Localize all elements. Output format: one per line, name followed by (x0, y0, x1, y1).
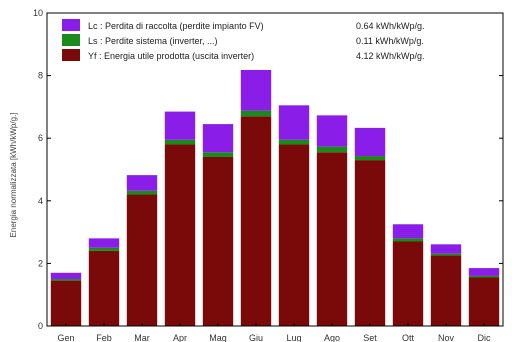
legend-summary: 0.11 kWh/kWp/g. (356, 36, 424, 46)
bar-feb-series-3 (88, 238, 120, 248)
x-tick-label: Mar (134, 333, 150, 342)
bar-mar-series-3 (126, 175, 158, 191)
axes: Gen Feb Mar Apr Mag Giu Lug Ago Set Ott Nov Dic 0 2 4 6… (33, 8, 504, 342)
bar-dic-series-3 (468, 268, 500, 276)
bar-lug-series-3 (278, 105, 310, 140)
bar-ago-series-3 (316, 115, 348, 147)
bar-gen-series-2 (50, 279, 82, 281)
y-tick-label: 8 (38, 71, 43, 81)
bar-ott-series-1 (392, 241, 424, 326)
bar-dic-series-2 (468, 275, 500, 278)
x-tick-label: Apr (173, 333, 187, 342)
y-tick-label: 0 (38, 321, 43, 331)
bar-apr-series-1 (164, 144, 196, 326)
x-tick-label: Ott (402, 333, 415, 342)
bar-ago-series-2 (316, 146, 348, 153)
x-tick-label: Giu (249, 333, 263, 342)
bar-nov-series-2 (430, 253, 462, 256)
legend-label: Yf : Energia utile prodotta (uscita inve… (88, 51, 254, 61)
legend-swatch (62, 34, 80, 46)
y-axis-label: Energia normalizzata [kWh/kWp/g.] (9, 113, 18, 238)
bar-giu-series-2 (240, 110, 272, 117)
bar-giu-series-3 (240, 69, 272, 111)
legend: Lc : Perdita di raccolta (perdite impian… (62, 19, 425, 61)
bar-mag-series-1 (202, 156, 234, 326)
bar-gen-series-1 (50, 280, 82, 326)
x-tick-label: Feb (96, 333, 112, 342)
y-tick-label: 2 (38, 258, 43, 268)
bar-dic-series-1 (468, 277, 500, 326)
bar-feb-series-1 (88, 250, 120, 326)
x-tick-label: Gen (57, 333, 74, 342)
y-tick-label: 10 (33, 8, 43, 18)
bar-set-series-2 (354, 156, 386, 161)
x-tick-label: Set (363, 333, 377, 342)
y-tick-label: 6 (38, 133, 43, 143)
bar-set-series-1 (354, 160, 386, 326)
bar-nov-series-1 (430, 255, 462, 326)
bar-apr-series-2 (164, 139, 196, 145)
bar-nov-series-3 (430, 244, 462, 254)
legend-label: Ls : Perdite sistema (inverter, ...) (88, 36, 218, 46)
bar-mag-series-3 (202, 124, 234, 153)
bar-gen-series-3 (50, 272, 82, 280)
bars (50, 69, 500, 326)
bar-lug-series-2 (278, 139, 310, 145)
y-tick-label: 4 (38, 196, 43, 206)
bar-mag-series-2 (202, 152, 234, 157)
legend-summary: 4.12 kWh/kWp/g. (356, 51, 425, 61)
bar-lug-series-1 (278, 144, 310, 326)
x-tick-label: Nov (438, 333, 455, 342)
x-tick-label: Lug (286, 333, 301, 342)
bar-set-series-3 (354, 127, 386, 157)
bar-mar-series-2 (126, 190, 158, 195)
bar-giu-series-1 (240, 116, 272, 326)
x-tick-label: Mag (209, 333, 227, 342)
x-tick-label: Ago (324, 333, 340, 342)
legend-label: Lc : Perdita di raccolta (perdite impian… (88, 21, 264, 31)
legend-swatch (62, 49, 80, 61)
legend-swatch (62, 19, 80, 31)
bar-mar-series-1 (126, 194, 158, 326)
legend-summary: 0.64 kWh/kWp/g. (356, 21, 425, 31)
bar-feb-series-2 (88, 247, 120, 251)
bar-ago-series-1 (316, 152, 348, 326)
bar-ott-series-2 (392, 238, 424, 242)
bar-apr-series-3 (164, 111, 196, 140)
bar-ott-series-3 (392, 224, 424, 239)
plot-frame (46, 12, 504, 327)
x-tick-label: Dic (478, 333, 491, 342)
